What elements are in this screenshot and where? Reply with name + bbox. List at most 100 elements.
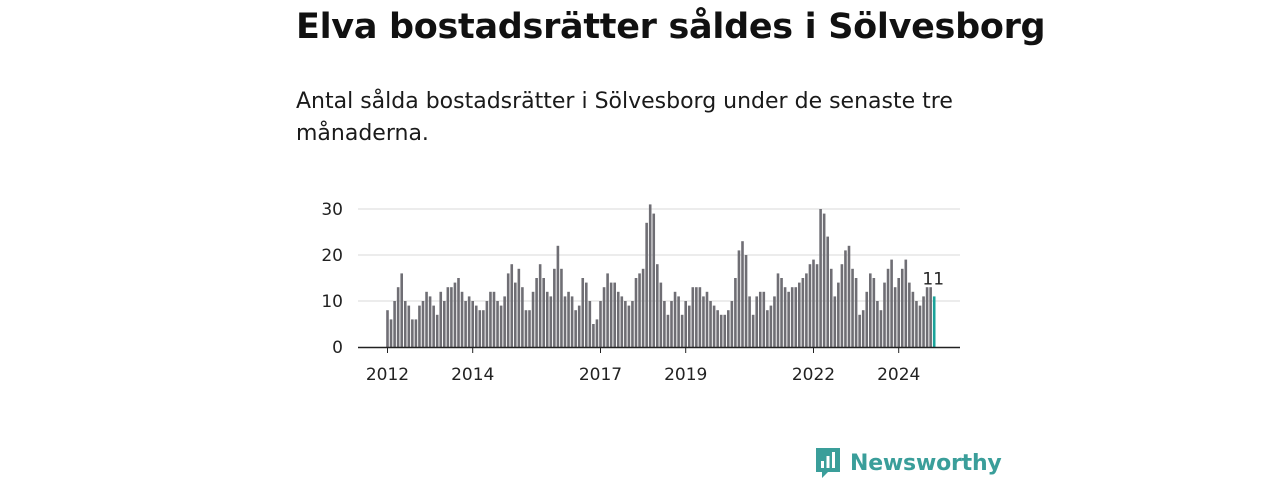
- bar: [865, 291, 869, 347]
- bar: [528, 310, 531, 347]
- bar: [535, 278, 538, 347]
- y-axis: 0 10 20 30: [321, 200, 343, 358]
- bar: [641, 268, 645, 347]
- bar: [695, 287, 698, 347]
- bar: [702, 296, 705, 347]
- bar: [748, 296, 751, 347]
- bar: [514, 282, 517, 347]
- bar: [510, 264, 514, 347]
- bar: [549, 296, 553, 347]
- bar: [829, 268, 833, 347]
- bar: [553, 268, 556, 347]
- bar: [915, 301, 918, 347]
- bar: [613, 282, 616, 347]
- bar: [471, 301, 474, 347]
- bar: [453, 282, 457, 347]
- bar: [897, 278, 900, 347]
- brand-name: Newsworthy: [850, 450, 1002, 476]
- bar: [624, 301, 627, 347]
- bar: [663, 301, 666, 347]
- bar: [666, 314, 670, 347]
- bar: [609, 282, 613, 347]
- bar: [815, 264, 819, 347]
- bar: [805, 273, 808, 347]
- bar: [517, 268, 521, 347]
- bar: [396, 287, 400, 347]
- bar: [737, 250, 741, 347]
- bar: [751, 314, 755, 347]
- bar: [585, 282, 588, 347]
- bar: [631, 301, 634, 347]
- bar: [570, 296, 574, 347]
- bar: [602, 287, 606, 347]
- bar: [787, 291, 790, 347]
- bar: [634, 278, 638, 347]
- bar: [922, 296, 925, 347]
- bar: [418, 305, 421, 347]
- bar: [769, 305, 773, 347]
- bar: [886, 268, 890, 347]
- y-tick-label: 0: [332, 338, 343, 358]
- bar: [755, 296, 758, 347]
- bar: [428, 296, 432, 347]
- bar: [837, 282, 840, 347]
- bar: [592, 324, 595, 347]
- bar: [904, 259, 908, 347]
- bar: [464, 301, 467, 347]
- bar-highlight: [932, 296, 936, 347]
- bar: [499, 305, 503, 347]
- bar: [900, 268, 904, 347]
- bar: [794, 287, 798, 347]
- bar: [840, 264, 844, 347]
- bar: [400, 273, 403, 347]
- bar: [680, 314, 684, 347]
- bar: [620, 296, 624, 347]
- bar: [581, 278, 585, 347]
- bar: [869, 273, 872, 347]
- y-tick-label: 10: [321, 292, 343, 312]
- x-tick-label: 2012: [366, 365, 409, 385]
- bar: [773, 296, 776, 347]
- bar: [844, 250, 847, 347]
- bar: [854, 278, 858, 347]
- bar: [727, 310, 730, 347]
- bar: [531, 291, 535, 347]
- bar: [460, 291, 464, 347]
- bar: [929, 287, 932, 347]
- bar: [925, 287, 929, 347]
- bar: [393, 301, 396, 347]
- bar: [705, 291, 709, 347]
- x-tick-label: 2024: [877, 365, 920, 385]
- bar: [435, 314, 439, 347]
- bar: [443, 301, 446, 347]
- bar: [616, 291, 620, 347]
- bar: [712, 305, 716, 347]
- bar: [656, 264, 659, 347]
- bar: [833, 296, 837, 347]
- bar: [492, 291, 496, 347]
- bar: [606, 273, 609, 347]
- bar: [538, 264, 542, 347]
- x-tick-label: 2019: [664, 365, 707, 385]
- bar: [496, 301, 499, 347]
- bar: [762, 291, 766, 347]
- bar: [847, 245, 851, 347]
- bar: [474, 305, 478, 347]
- chart-subtitle: Antal sålda bostadsrätter i Sölvesborg u…: [296, 89, 953, 146]
- bar: [719, 314, 723, 347]
- bar: [563, 296, 567, 347]
- bar: [698, 287, 702, 347]
- bar: [638, 273, 641, 347]
- newsworthy-logo-icon: [816, 448, 840, 478]
- bar: [457, 278, 460, 347]
- bar: [798, 282, 801, 347]
- bar: [652, 213, 656, 347]
- bar: [599, 301, 602, 347]
- brand-logo: Newsworthy: [814, 446, 1002, 480]
- bar: [577, 305, 581, 347]
- y-tick-label: 20: [321, 246, 343, 266]
- bar: [432, 305, 435, 347]
- bar: [489, 291, 492, 347]
- bar: [734, 278, 737, 347]
- bar: [872, 278, 876, 347]
